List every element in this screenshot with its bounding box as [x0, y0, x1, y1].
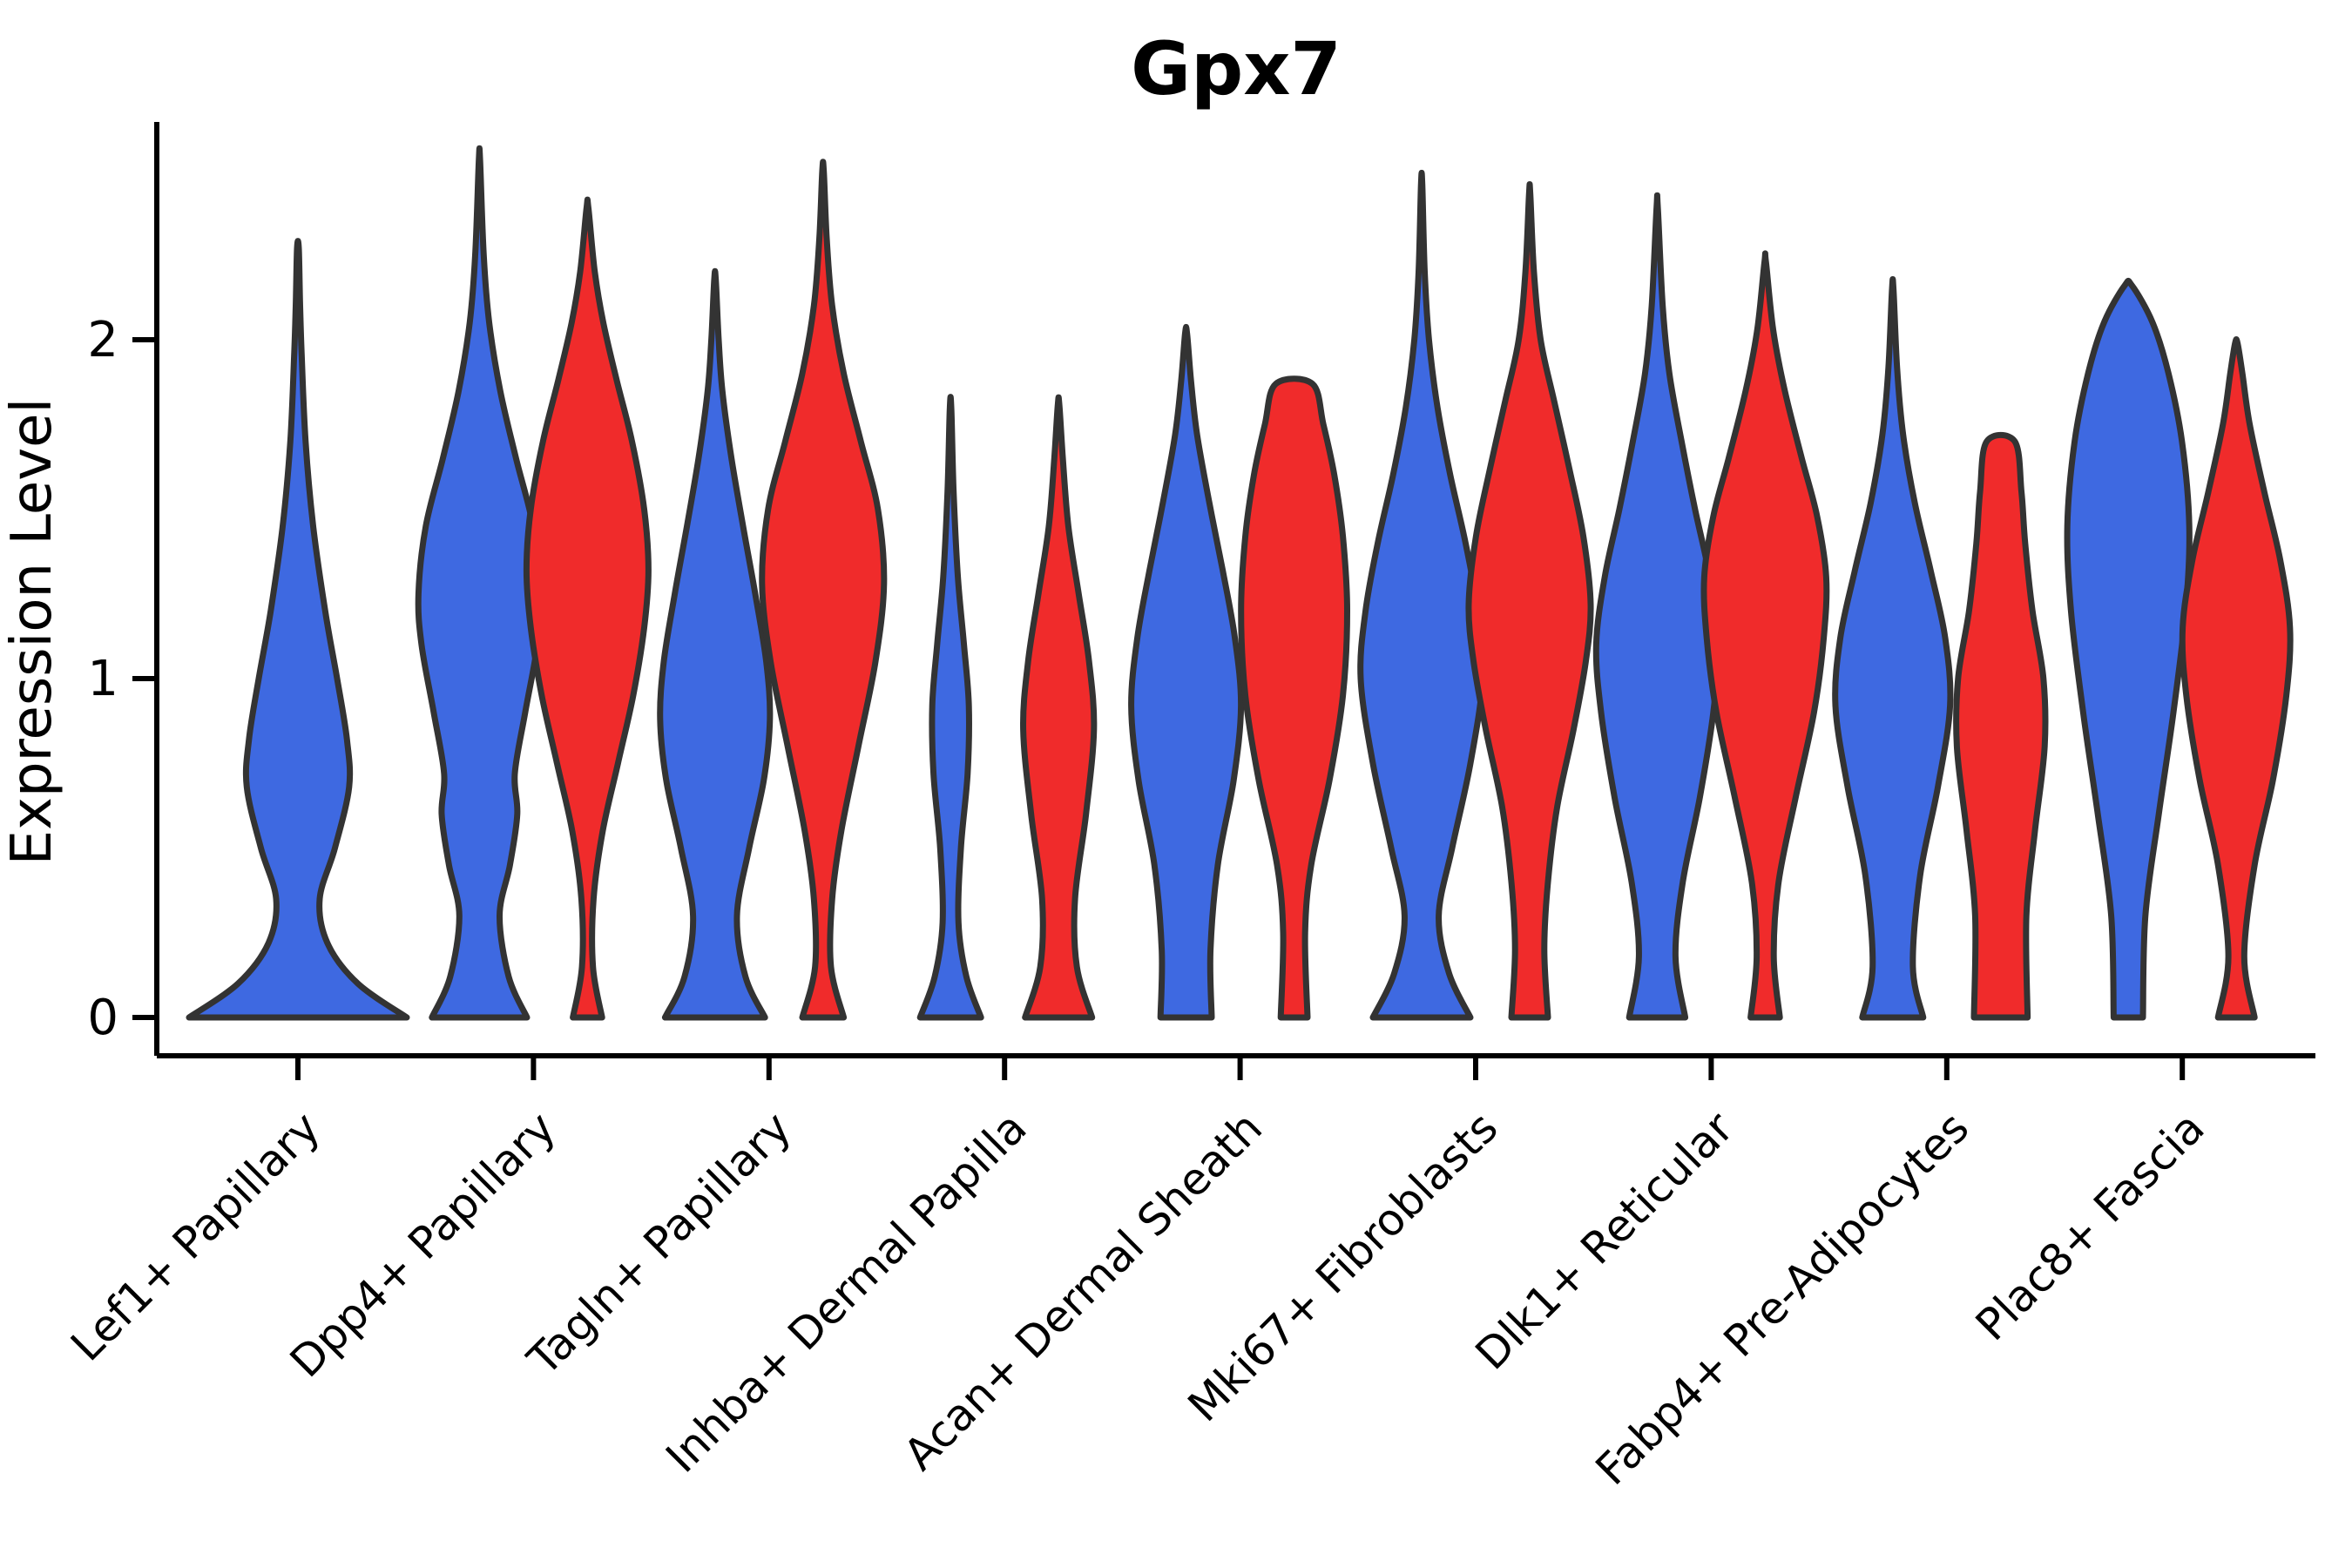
violin-tagln-papillary-red	[759, 159, 888, 1021]
violin-dlk1-reticular-red	[1700, 250, 1830, 1021]
violin-tagln-papillary-blue	[657, 267, 774, 1021]
violin-acan-dermal-sheath-red	[1238, 375, 1350, 1021]
x-tick-label: Lef1+ Papillary	[61, 1102, 329, 1370]
violin-fabp4-pre-adipocytes-blue	[1832, 275, 1954, 1021]
violin-plac8-fascia-red	[2179, 336, 2294, 1021]
x-tick-label: Plac8+ Fascia	[1966, 1102, 2214, 1350]
violin-inhba-dermal-papilla-blue	[916, 394, 984, 1021]
y-tick-label: 2	[87, 312, 118, 368]
violin-mki67-fibroblasts-red	[1465, 181, 1594, 1021]
violin-dpp4-papillary-red	[523, 196, 652, 1021]
violins-layer	[186, 145, 2294, 1021]
x-tick-label: Fabp4+ Pre-Adipocytes	[1586, 1102, 1979, 1495]
violin-acan-dermal-sheath-blue	[1128, 323, 1245, 1021]
x-tick-label: Dlk1+ Reticular	[1466, 1102, 1743, 1379]
y-axis-title: Expression Level	[0, 398, 64, 866]
y-tick-label: 1	[87, 651, 118, 707]
violin-inhba-dermal-papilla-red	[1020, 394, 1098, 1021]
violin-dpp4-papillary-blue	[415, 145, 544, 1021]
violin-lef1-papillary-blue	[186, 238, 410, 1021]
violin-plac8-fascia-blue	[2064, 277, 2193, 1021]
chart-title: Gpx7	[1131, 26, 1342, 112]
violin-mki67-fibroblasts-blue	[1357, 169, 1486, 1021]
violin-fabp4-pre-adipocytes-red	[1953, 431, 2049, 1021]
x-tick-label: Tagln+ Papillary	[517, 1102, 801, 1385]
y-tick-label: 0	[87, 990, 118, 1046]
violin-dlk1-reticular-blue	[1592, 192, 1722, 1021]
axes-layer	[132, 122, 2315, 1080]
